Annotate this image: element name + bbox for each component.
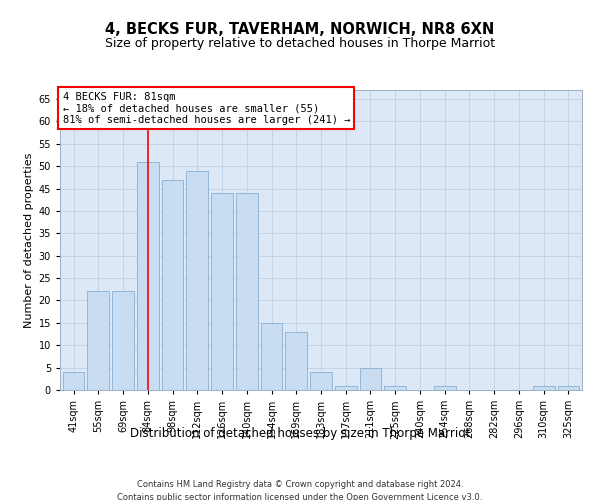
Bar <box>137 162 159 390</box>
Bar <box>236 193 257 390</box>
Bar <box>112 292 134 390</box>
Bar <box>260 323 283 390</box>
Bar <box>211 193 233 390</box>
Text: 4, BECKS FUR, TAVERHAM, NORWICH, NR8 6XN: 4, BECKS FUR, TAVERHAM, NORWICH, NR8 6XN <box>106 22 494 38</box>
Bar <box>310 372 332 390</box>
Text: Contains public sector information licensed under the Open Government Licence v3: Contains public sector information licen… <box>118 492 482 500</box>
Bar <box>359 368 382 390</box>
Bar <box>385 386 406 390</box>
Text: 4 BECKS FUR: 81sqm
← 18% of detached houses are smaller (55)
81% of semi-detache: 4 BECKS FUR: 81sqm ← 18% of detached hou… <box>62 92 350 124</box>
Bar <box>533 386 554 390</box>
Text: Contains HM Land Registry data © Crown copyright and database right 2024.: Contains HM Land Registry data © Crown c… <box>137 480 463 489</box>
Bar <box>434 386 455 390</box>
Bar <box>557 386 579 390</box>
Bar <box>187 170 208 390</box>
Bar <box>286 332 307 390</box>
Text: Size of property relative to detached houses in Thorpe Marriot: Size of property relative to detached ho… <box>105 38 495 51</box>
Bar <box>63 372 85 390</box>
Bar <box>161 180 184 390</box>
Text: Distribution of detached houses by size in Thorpe Marriot: Distribution of detached houses by size … <box>130 428 470 440</box>
Bar <box>88 292 109 390</box>
Y-axis label: Number of detached properties: Number of detached properties <box>25 152 34 328</box>
Bar <box>335 386 356 390</box>
